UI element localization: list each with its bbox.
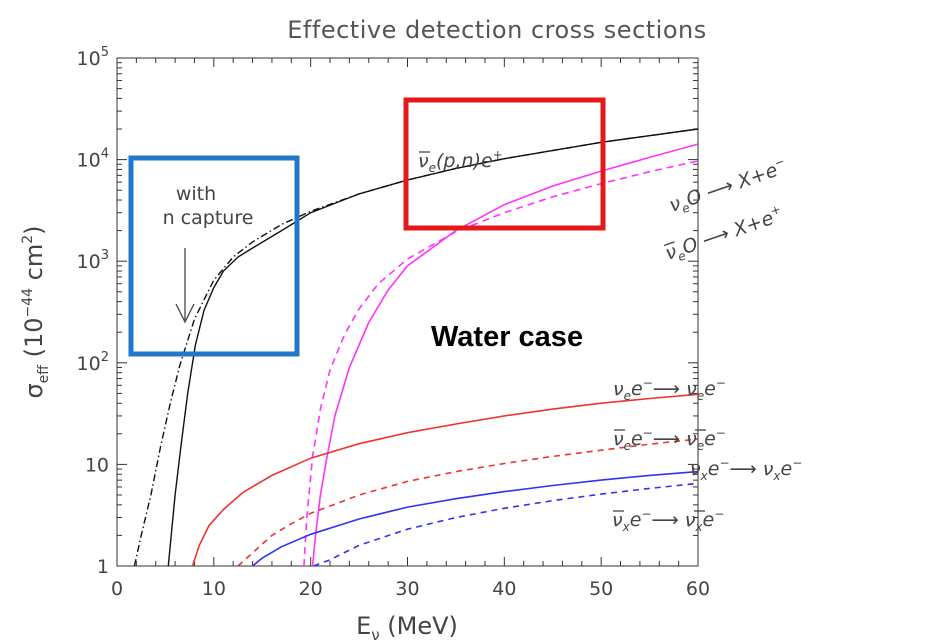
curve-label-nue_e: νee−⟶ νee− bbox=[613, 376, 726, 403]
y-tick-label: 10 bbox=[85, 454, 109, 476]
curve-label-text: νee−⟶ νee− bbox=[613, 426, 726, 453]
ncap-annotation-line1: with bbox=[176, 183, 216, 205]
curve-label-text: νee−⟶ νee− bbox=[613, 376, 726, 403]
x-tick-label: 50 bbox=[589, 578, 613, 600]
curve-label-nuebar_e: νee−⟶ νee− bbox=[613, 426, 726, 453]
highlight-box-ncap bbox=[128, 155, 300, 357]
y-tick-label: 102 bbox=[77, 350, 109, 375]
series-nux_e bbox=[252, 470, 698, 566]
x-tick-label: 60 bbox=[686, 578, 710, 600]
curve-label-nuxbar_e: νxe−⟶ νxe− bbox=[612, 507, 724, 534]
curve-label-nux_e: νxe−⟶ νxe− bbox=[690, 456, 802, 483]
x-tick-label: 10 bbox=[202, 578, 226, 600]
series-nuebar_O bbox=[303, 160, 698, 566]
series-nuebar_e bbox=[237, 438, 698, 566]
x-axis-label: Eν (MeV) bbox=[356, 612, 458, 644]
series-nue_e bbox=[191, 393, 698, 566]
y-tick-label: 104 bbox=[77, 147, 109, 172]
x-tick-label: 0 bbox=[111, 578, 123, 600]
curve-label-text: νe(p,n)e+ bbox=[418, 148, 503, 175]
y-tick-label: 1 bbox=[97, 556, 109, 578]
curve-label-text: νxe−⟶ νxe− bbox=[612, 507, 724, 534]
curve-label-ibd: νe(p,n)e+ bbox=[418, 148, 503, 175]
ncap-arrow-head bbox=[175, 303, 195, 324]
y-tick-label: 103 bbox=[77, 248, 109, 273]
x-tick-label: 30 bbox=[395, 578, 419, 600]
series-ibd bbox=[167, 128, 698, 566]
y-tick-label: 105 bbox=[77, 45, 109, 70]
series-nuxbar_e bbox=[313, 482, 698, 566]
series-nue_O bbox=[311, 143, 698, 566]
series-ibd_ncap bbox=[133, 128, 698, 566]
y-axis-label: σeff (10−44 cm2) bbox=[20, 225, 52, 398]
chart-title: Effective detection cross sections bbox=[287, 16, 706, 44]
highlight-box-ibd bbox=[403, 97, 606, 231]
water-case-label: Water case bbox=[431, 321, 583, 353]
curve-label-text: νxe−⟶ νxe− bbox=[690, 456, 802, 483]
antineutrino-bar bbox=[663, 241, 675, 247]
ncap-annotation-line2: n capture bbox=[163, 207, 254, 229]
x-tick-label: 40 bbox=[492, 578, 516, 600]
x-tick-label: 20 bbox=[299, 578, 323, 600]
